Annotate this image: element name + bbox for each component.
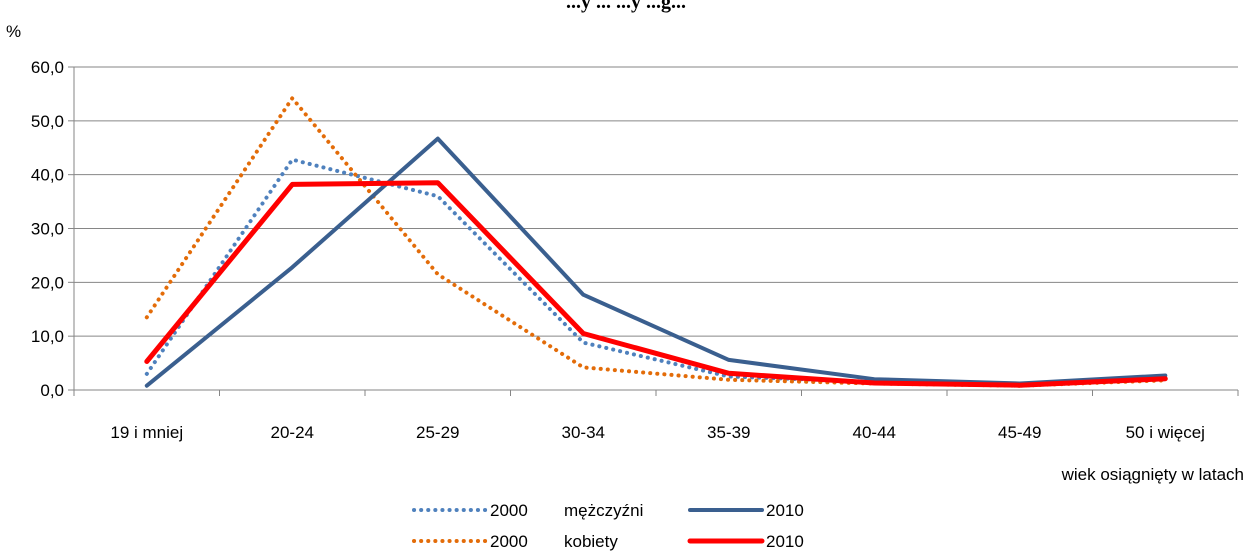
series-line bbox=[144, 96, 1168, 388]
legend-group-label: 2000 bbox=[490, 501, 528, 520]
legend: 2000 mężczyźni 2000 kobiety 2010 2010 bbox=[412, 501, 804, 551]
chart-title: ...y ... ...y ...g... bbox=[566, 0, 686, 13]
x-tick-label: 30-34 bbox=[562, 423, 605, 442]
legend-group-label: 2010 bbox=[766, 501, 804, 520]
y-tick-label: 50,0 bbox=[31, 112, 64, 131]
x-tick-label: 19 i mniej bbox=[110, 423, 183, 442]
legend-group-label: 2000 bbox=[490, 532, 528, 551]
y-axis-unit: % bbox=[6, 22, 21, 41]
x-tick-label: 40-44 bbox=[853, 423, 896, 442]
y-tick-label: 10,0 bbox=[31, 327, 64, 346]
series-line bbox=[144, 180, 1168, 388]
y-tick-label: 60,0 bbox=[31, 58, 64, 77]
legend-series-label: mężczyźni bbox=[564, 501, 643, 520]
axes bbox=[68, 66, 1239, 396]
y-tick-label: 40,0 bbox=[31, 166, 64, 185]
legend-series-label: kobiety bbox=[564, 532, 618, 551]
series-line bbox=[144, 136, 1168, 388]
x-tick-labels: 19 i mniej 20-24 25-29 30-34 35-39 40-44 45-49… bbox=[110, 423, 1205, 442]
series-line bbox=[144, 157, 1168, 388]
y-tick-labels: 0,0 10,0 20,0 30,0 40,0 50,0 60,0 bbox=[31, 58, 64, 400]
y-tick-label: 0,0 bbox=[40, 381, 64, 400]
x-tick-label: 25-29 bbox=[416, 423, 459, 442]
x-tick-label: 50 i więcej bbox=[1126, 423, 1205, 442]
x-tick-label: 45-49 bbox=[998, 423, 1041, 442]
x-tick-label: 35-39 bbox=[707, 423, 750, 442]
y-tick-label: 20,0 bbox=[31, 273, 64, 292]
x-tick-label: 20-24 bbox=[271, 423, 314, 442]
legend-group-label: 2010 bbox=[766, 532, 804, 551]
x-axis-label: wiek osiągnięty w latach bbox=[1061, 465, 1244, 484]
y-tick-label: 30,0 bbox=[31, 220, 64, 239]
series-lines bbox=[144, 96, 1168, 388]
gridlines bbox=[74, 66, 1238, 337]
